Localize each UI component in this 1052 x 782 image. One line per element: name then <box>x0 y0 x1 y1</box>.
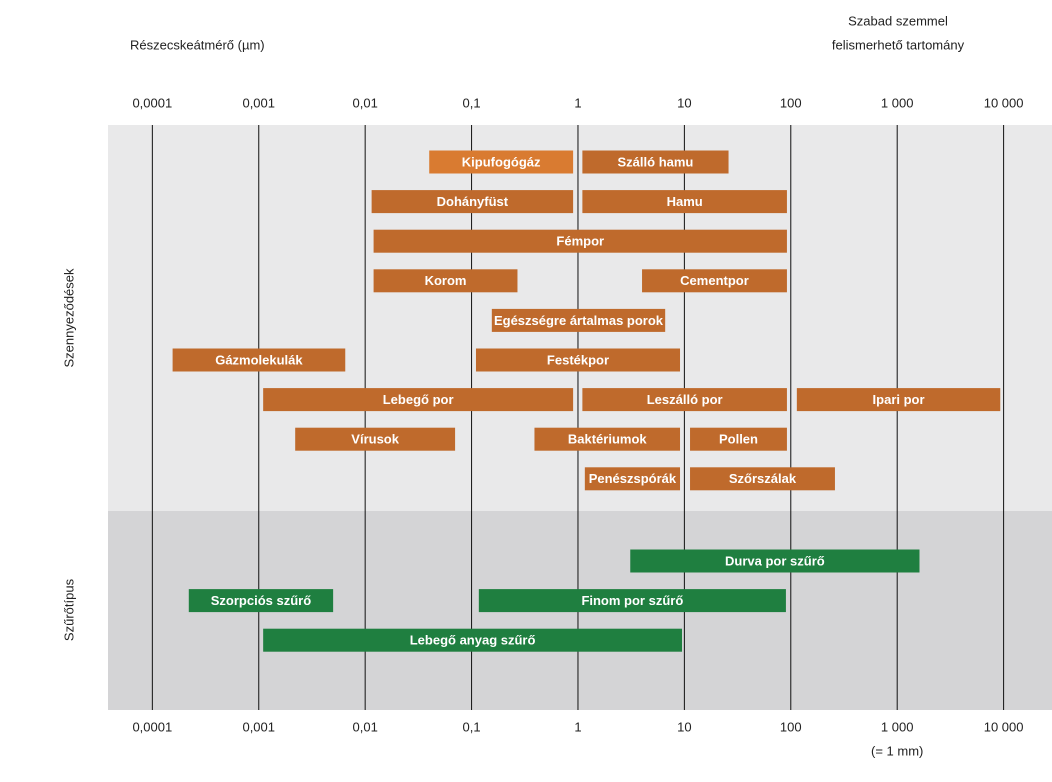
bar-label: Hamu <box>667 194 703 209</box>
bar-label: Cementpor <box>680 273 749 288</box>
x-tick-label: 0,01 <box>353 95 378 110</box>
range-bar <box>630 549 920 573</box>
x-tick-label: 10 <box>677 95 691 110</box>
bar-label: Penészspórák <box>589 471 677 486</box>
range-bar <box>491 308 666 332</box>
bar-label: Ipari por <box>873 392 925 407</box>
range-bar <box>172 348 346 372</box>
bar-label: Festékpor <box>547 352 609 367</box>
range-bar <box>582 150 729 174</box>
range-bar <box>582 388 787 412</box>
range-bar <box>371 190 574 214</box>
x-tick-label: 0,1 <box>463 719 481 734</box>
bar-label: Szálló hamu <box>618 154 694 169</box>
bar-label: Kipufogógáz <box>462 154 541 169</box>
range-bar <box>690 467 835 491</box>
x-tick-label: 100 <box>780 95 802 110</box>
range-bar <box>263 628 683 652</box>
range-bar <box>373 269 518 293</box>
x-tick-label: 0,001 <box>242 719 275 734</box>
range-bar <box>373 229 787 253</box>
bar-label: Egészségre ártalmas porok <box>494 313 664 328</box>
range-bar <box>584 467 681 491</box>
group-label: Szennyeződések <box>61 268 76 368</box>
bar-label: Lebegő por <box>383 392 454 407</box>
x-tick-label: 100 <box>780 719 802 734</box>
x-tick-label: 10 000 <box>984 719 1024 734</box>
x-tick-label: 10 <box>677 719 691 734</box>
bar-label: Durva por szűrő <box>725 553 825 568</box>
bar-label: Pollen <box>719 432 758 447</box>
bar-label: Baktériumok <box>568 432 648 447</box>
annotation: felismerhető tartomány <box>832 37 965 52</box>
range-bar <box>429 150 574 174</box>
bar-label: Dohányfüst <box>437 194 509 209</box>
range-bar <box>188 589 334 613</box>
range-bar <box>796 388 1001 412</box>
x-tick-label: 0,1 <box>463 95 481 110</box>
x-axis-label: Részecskeátmérő (µm) <box>130 37 265 52</box>
x-tick-label: 0,01 <box>353 719 378 734</box>
range-bar <box>295 427 456 451</box>
bar-label: Lebegő anyag szűrő <box>410 633 536 648</box>
x-tick-label: 1 000 <box>881 719 914 734</box>
x-tick-label: 0,001 <box>242 95 275 110</box>
range-bar <box>582 190 787 214</box>
range-bar <box>263 388 574 412</box>
range-bar <box>475 348 681 372</box>
bar-label: Szőrszálak <box>729 471 797 486</box>
x-tick-label: 1 <box>574 719 581 734</box>
bar-label: Fémpor <box>556 234 604 249</box>
bar-label: Vírusok <box>351 432 399 447</box>
x-tick-label: 10 000 <box>984 95 1024 110</box>
annotation: Szabad szemmel <box>848 13 948 28</box>
range-bar <box>642 269 787 293</box>
bar-label: Finom por szűrő <box>581 593 683 608</box>
range-bar <box>478 589 786 613</box>
bar-label: Korom <box>425 273 467 288</box>
bar-label: Leszálló por <box>647 392 723 407</box>
x-tick-note: (= 1 mm) <box>871 743 923 758</box>
range-bar <box>690 427 787 451</box>
bar-label: Gázmolekulák <box>215 352 303 367</box>
x-tick-label: 1 000 <box>881 95 914 110</box>
x-tick-label: 0,0001 <box>132 719 172 734</box>
range-bar <box>534 427 681 451</box>
group-label: Szűrőtípus <box>61 578 76 641</box>
x-tick-label: 1 <box>574 95 581 110</box>
bar-label: Szorpciós szűrő <box>211 593 311 608</box>
x-tick-label: 0,0001 <box>132 95 172 110</box>
